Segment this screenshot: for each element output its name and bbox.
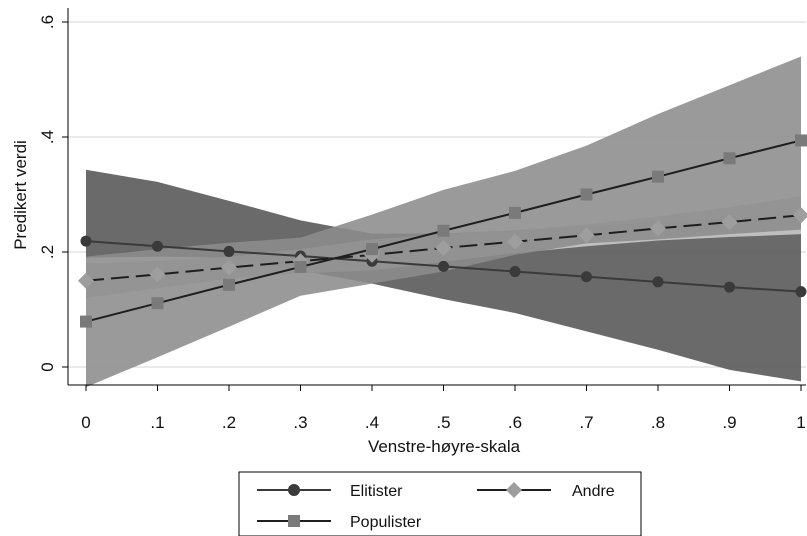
y-axis-label: Predikert verdi	[11, 140, 30, 250]
y-tick-label-0: 0	[38, 362, 57, 371]
legend-item-elitister: Elitister	[257, 483, 403, 500]
point-populister-3	[294, 260, 307, 273]
point-populister-2	[223, 278, 235, 291]
y-tick-label-2: .4	[38, 130, 57, 144]
y-axis-ticks: 0 .2 .4 .6	[38, 15, 68, 372]
point-andre-6	[507, 233, 523, 250]
point-andre-0	[78, 272, 94, 289]
x-tick-label-10: 1	[796, 413, 805, 432]
x-tick-label-0: 0	[81, 413, 90, 432]
point-populister-0	[80, 315, 92, 328]
x-tick-label-9: .9	[722, 413, 736, 432]
point-andre-1	[149, 266, 166, 283]
ci-band-populister	[86, 56, 801, 388]
point-andre-7	[578, 227, 595, 244]
x-tick-label-6: .6	[508, 413, 522, 432]
point-populister-7	[580, 188, 593, 201]
legend-marker-circle	[288, 484, 300, 496]
point-populister-1	[151, 297, 164, 310]
point-elitister-10	[795, 286, 807, 298]
x-tick-label-2: .2	[222, 413, 236, 432]
x-tick-label-7: .7	[579, 413, 593, 432]
x-axis-label: Venstre-høyre-skala	[368, 437, 521, 456]
x-axis-ticks: 0 .1 .2 .3 .4 .5 .6 .7 .8 .9 1	[81, 385, 806, 432]
legend-item-andre: Andre	[477, 482, 615, 500]
point-populister-4	[366, 243, 378, 256]
point-elitister-7	[581, 271, 592, 283]
x-tick-label-1: .1	[150, 413, 164, 432]
point-elitister-1	[152, 240, 163, 252]
x-tick-label-5: .5	[436, 413, 450, 432]
legend-item-populister: Populister	[257, 514, 422, 531]
point-elitister-0	[80, 235, 92, 247]
axes	[67, 8, 806, 386]
confidence-bands	[86, 56, 801, 388]
point-populister-5	[437, 224, 450, 237]
point-andre-2	[221, 259, 237, 276]
ci-band-elitister	[86, 169, 801, 382]
point-andre-10	[793, 207, 807, 224]
y-tick-label-1: .2	[38, 245, 57, 259]
point-andre-9	[721, 214, 738, 231]
point-populister-9	[723, 152, 736, 165]
point-elitister-9	[724, 281, 735, 293]
point-elitister-2	[223, 245, 235, 257]
point-andre-8	[650, 220, 666, 237]
point-elitister-6	[509, 266, 521, 278]
y-tick-label-3: .6	[38, 15, 57, 29]
point-populister-8	[652, 170, 664, 183]
x-tick-label-8: .8	[651, 413, 665, 432]
legend-marker-square	[288, 515, 300, 527]
x-tick-label-4: .4	[365, 413, 379, 432]
legend-label-andre: Andre	[572, 483, 615, 500]
point-populister-10	[795, 134, 807, 147]
x-tick-label-3: .3	[293, 413, 307, 432]
legend-marker-diamond	[506, 482, 522, 498]
legend-box	[238, 471, 642, 536]
series-markers	[78, 134, 807, 328]
point-elitister-5	[438, 260, 449, 272]
point-elitister-8	[652, 276, 664, 288]
point-andre-5	[435, 239, 452, 256]
point-populister-6	[509, 206, 521, 219]
legend-label-elitister: Elitister	[350, 483, 403, 500]
legend: Elitister Andre Populister	[238, 471, 642, 536]
legend-label-populister: Populister	[350, 514, 422, 531]
